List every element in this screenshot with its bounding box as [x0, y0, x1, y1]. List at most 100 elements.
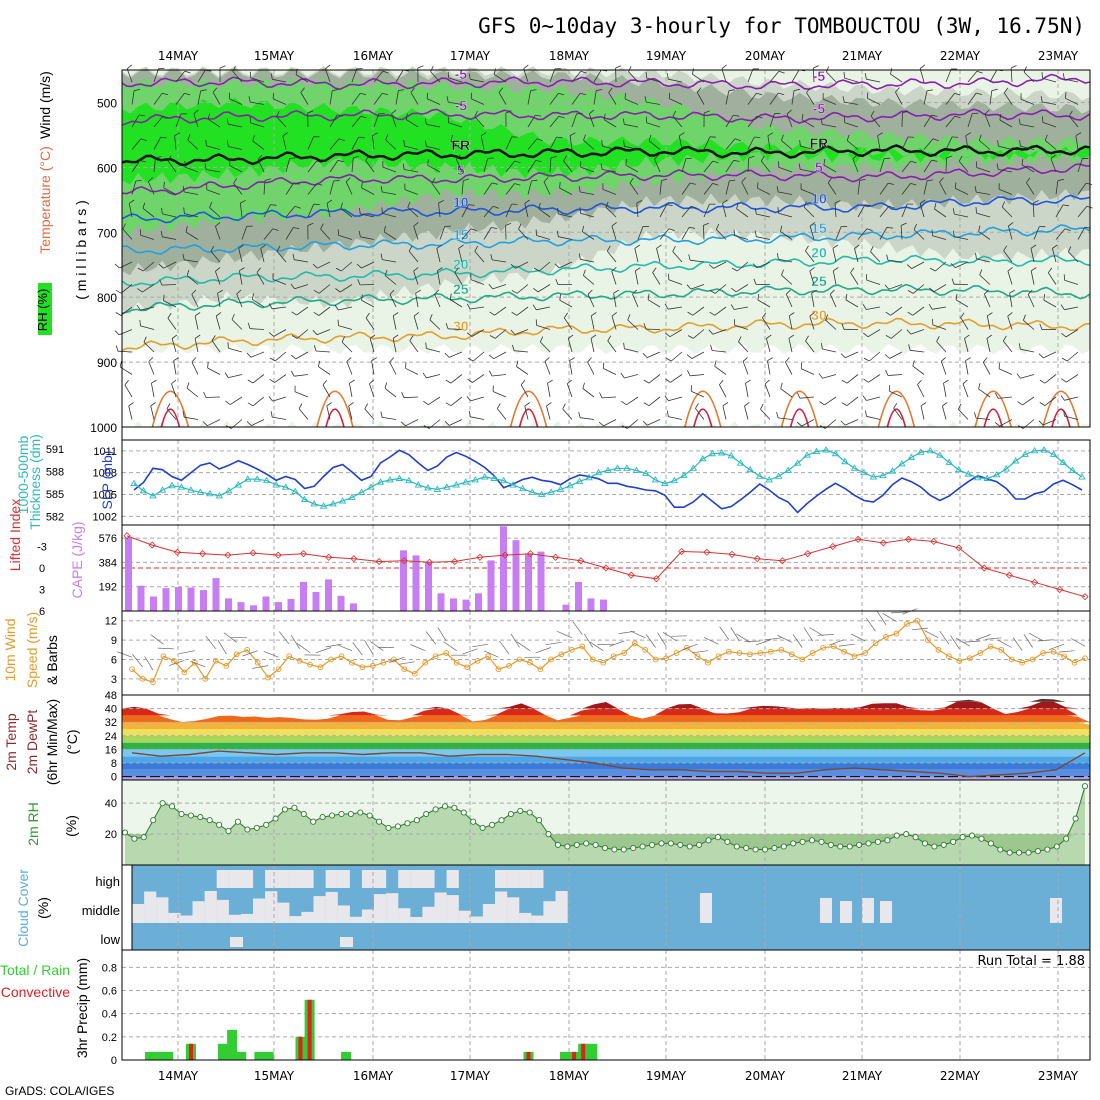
wind-barb — [668, 306, 683, 310]
cape-bar — [225, 598, 232, 611]
wind-barb — [250, 77, 265, 83]
wind-barb — [760, 408, 771, 420]
wind-barb — [822, 124, 837, 128]
wind-barb — [229, 396, 243, 405]
wind-barb-flag — [991, 88, 998, 91]
wind-barb — [448, 122, 463, 128]
wind-barb-flag — [974, 186, 977, 193]
wind-barb-flag — [468, 204, 475, 206]
wind-barb-flag — [360, 115, 367, 119]
hot-cell-contour — [1042, 390, 1080, 428]
wind-speed-point — [432, 653, 439, 660]
wind-barb — [1077, 182, 1087, 195]
wind-barb — [389, 361, 397, 375]
wind-barb — [801, 368, 815, 375]
slp-point — [575, 477, 584, 484]
cloud-high-block — [361, 870, 375, 888]
lifted-index-point — [123, 532, 131, 540]
wind-barb — [736, 208, 749, 218]
wind-barb — [976, 191, 991, 195]
wind-barb-flag — [907, 290, 914, 294]
wind-barb — [1065, 329, 1079, 338]
cloud-middle-block — [820, 898, 832, 923]
wind-barb-flag — [820, 118, 823, 125]
wind-barb — [349, 383, 353, 398]
hot-cell-contour — [684, 390, 722, 428]
slp-point — [490, 474, 499, 481]
wind-barb — [392, 315, 397, 330]
pressure-axis-label: ( m i l l i b a r s ) — [73, 200, 89, 300]
wind-barb-flag — [114, 263, 120, 269]
wind-barb-flag — [276, 111, 280, 117]
slp-point — [225, 486, 233, 494]
wind-barb — [211, 340, 221, 353]
lifted-index-point — [728, 550, 736, 558]
surface-wind-barb — [437, 627, 447, 642]
wind-barb-flag — [764, 379, 770, 385]
wind-barb — [984, 113, 991, 128]
wind-barb-flag — [489, 311, 495, 316]
wind-barb — [778, 417, 793, 420]
wind-barb-flag — [733, 114, 740, 117]
wind-barb-flag — [346, 357, 352, 362]
cloud-high-block — [301, 870, 314, 888]
wind-barb-flag — [226, 118, 229, 125]
wind-barb — [788, 338, 793, 353]
wind-barb — [346, 361, 353, 375]
slp-point — [860, 468, 868, 476]
wind-barb-flag — [215, 222, 221, 227]
wind-barb — [360, 213, 375, 218]
wind-barb-flag — [137, 267, 144, 272]
precip-tick-label: 0.6 — [102, 986, 117, 998]
wind-barb — [263, 228, 274, 240]
wind-barb — [524, 405, 529, 420]
wind-barb-flag — [150, 402, 156, 407]
cloud-middle-block — [458, 910, 471, 923]
rh-tick-label: 40 — [105, 798, 117, 810]
rh-point — [818, 838, 825, 845]
wind-barb-flag — [634, 244, 641, 249]
wind-barb — [978, 388, 991, 398]
slp-point — [954, 465, 963, 473]
surface-wind-barb — [838, 643, 855, 647]
wind-barb-flag — [664, 303, 669, 310]
wind-barb — [449, 419, 463, 426]
rh-point — [1025, 849, 1032, 856]
wind-barb-flag — [268, 303, 273, 309]
wind-barb-flag — [163, 181, 165, 188]
wind-barb-flag — [599, 392, 603, 399]
wind-barb — [251, 419, 265, 426]
wind-barb-flag — [895, 87, 900, 93]
rh-point — [620, 846, 627, 853]
wind-barb-flag — [960, 312, 965, 318]
wind-barb-flag — [474, 245, 479, 252]
wind-barb-flag — [530, 89, 537, 92]
wind-barb — [232, 71, 243, 83]
cape-bar — [312, 592, 320, 611]
wind-barb — [351, 136, 359, 150]
wind-barb — [505, 160, 516, 173]
cape-bar — [500, 526, 507, 611]
wind-barb — [1002, 340, 1013, 353]
wind-barb-flag — [888, 205, 895, 209]
hot-cell-contour — [316, 390, 354, 428]
bottom-date-label: 16MAY — [353, 1069, 394, 1083]
wind-barb — [492, 259, 507, 263]
wind-barb-flag — [686, 284, 692, 290]
cloud-middle-block — [470, 916, 483, 923]
wind-barb-flag — [291, 335, 298, 339]
wind-barb — [890, 73, 903, 83]
wind-barb — [681, 158, 687, 173]
wind-barb-flag — [466, 395, 471, 402]
wind-barb-flag — [578, 411, 581, 418]
wind-barb — [809, 270, 815, 285]
wind-barb — [527, 114, 536, 128]
wind-barb — [910, 329, 925, 335]
wind-barb — [171, 383, 177, 398]
wind-barb — [580, 166, 595, 173]
rh-point — [451, 804, 458, 811]
wind-barb-flag — [1018, 343, 1021, 350]
wind-barb — [1044, 396, 1057, 406]
wind-barb — [603, 419, 617, 427]
wind-barb-flag — [709, 290, 716, 294]
